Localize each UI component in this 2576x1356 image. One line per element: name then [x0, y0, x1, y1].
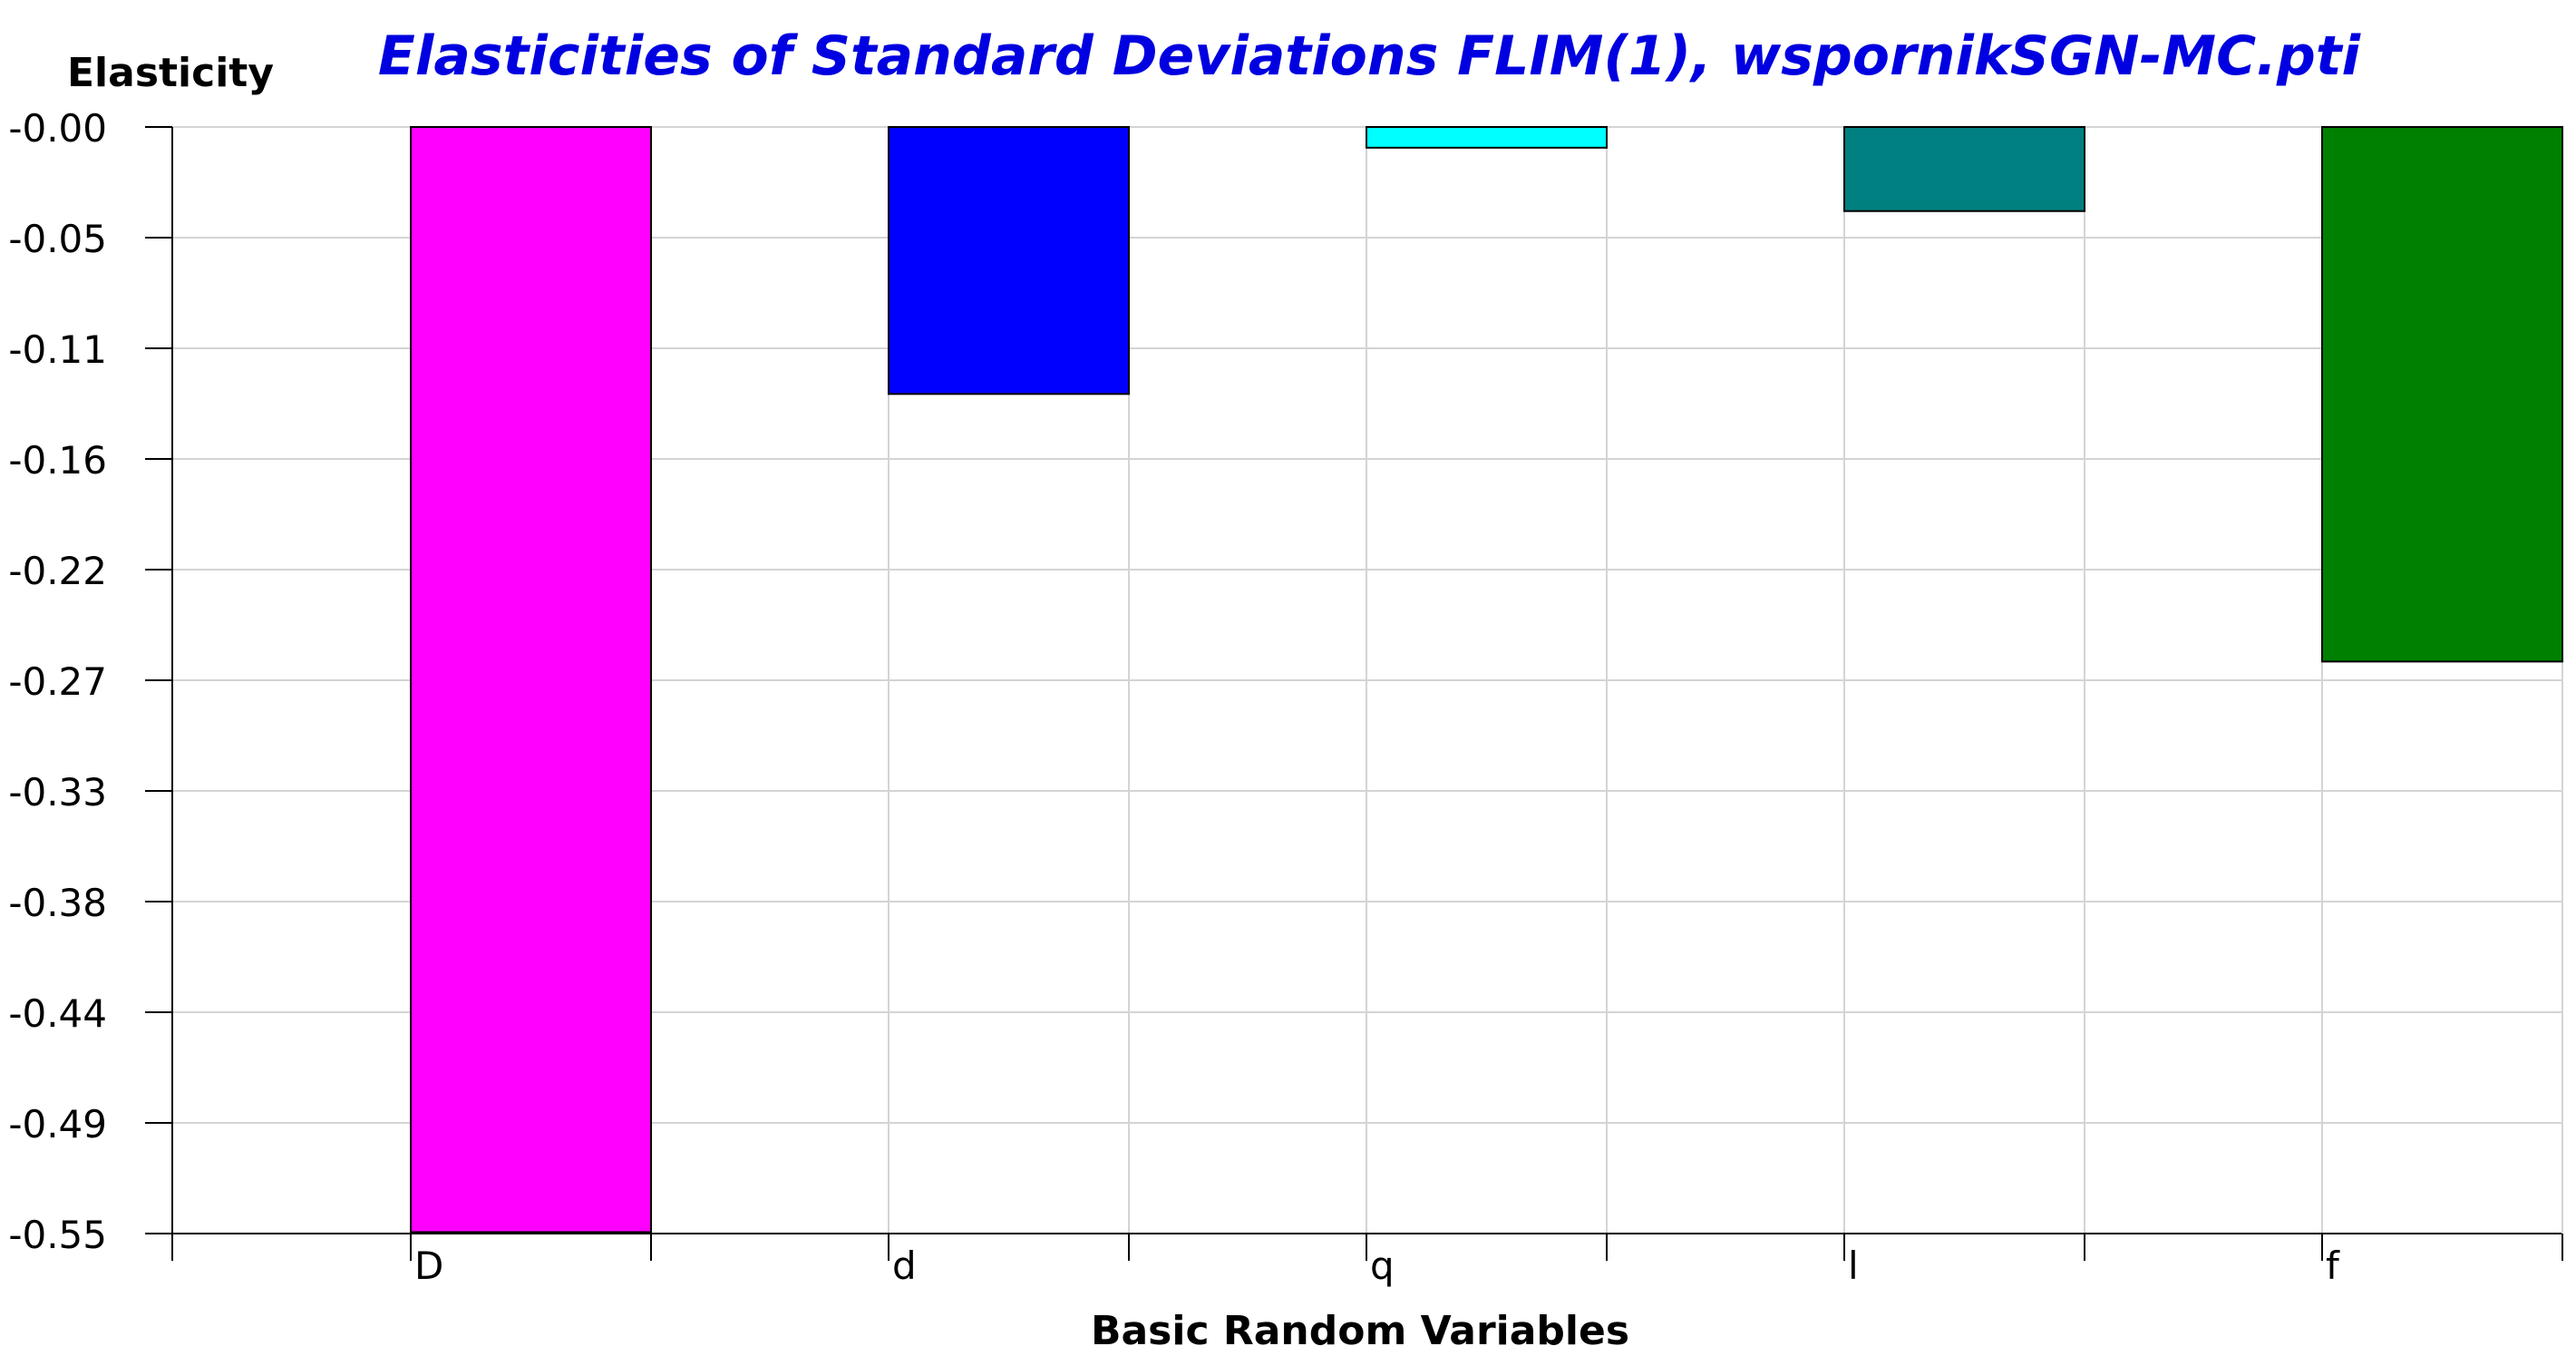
bar-D — [410, 126, 652, 1234]
bar-d — [888, 126, 1130, 395]
y-tick-label: -0.16 — [8, 438, 107, 483]
y-axis-label: Elasticity — [67, 50, 274, 96]
y-tick-labels: -0.00 -0.05 -0.11 -0.16 -0.22 -0.27 -0.33 -0.38… — [8, 106, 172, 1257]
x-tick-label: q — [1370, 1244, 1395, 1288]
x-axis-label: Basic Random Variables — [1091, 1308, 1629, 1354]
y-tick-label: -0.33 — [8, 770, 107, 815]
bar-q — [1366, 126, 1608, 149]
x-tick-label: l — [1848, 1244, 1859, 1288]
y-tick-label: -0.38 — [8, 881, 107, 925]
bar-f — [2321, 126, 2563, 663]
y-tick-label: -0.27 — [8, 659, 107, 704]
bar-l — [1843, 126, 2085, 212]
y-tick-label: -0.00 — [8, 106, 107, 151]
bars — [410, 126, 2563, 1234]
y-tick-label: -0.55 — [8, 1213, 107, 1257]
chart-title: Elasticities of Standard Deviations FLIM… — [378, 24, 2362, 88]
x-tick-label: D — [414, 1244, 443, 1288]
y-tick-label: -0.49 — [8, 1102, 107, 1146]
y-tick-label: -0.11 — [8, 327, 107, 372]
y-tick-label: -0.22 — [8, 549, 107, 593]
y-tick-label: -0.05 — [8, 217, 107, 261]
x-tick-label: d — [892, 1244, 917, 1288]
x-tick-label: f — [2326, 1244, 2340, 1288]
y-tick-label: -0.44 — [8, 991, 107, 1036]
